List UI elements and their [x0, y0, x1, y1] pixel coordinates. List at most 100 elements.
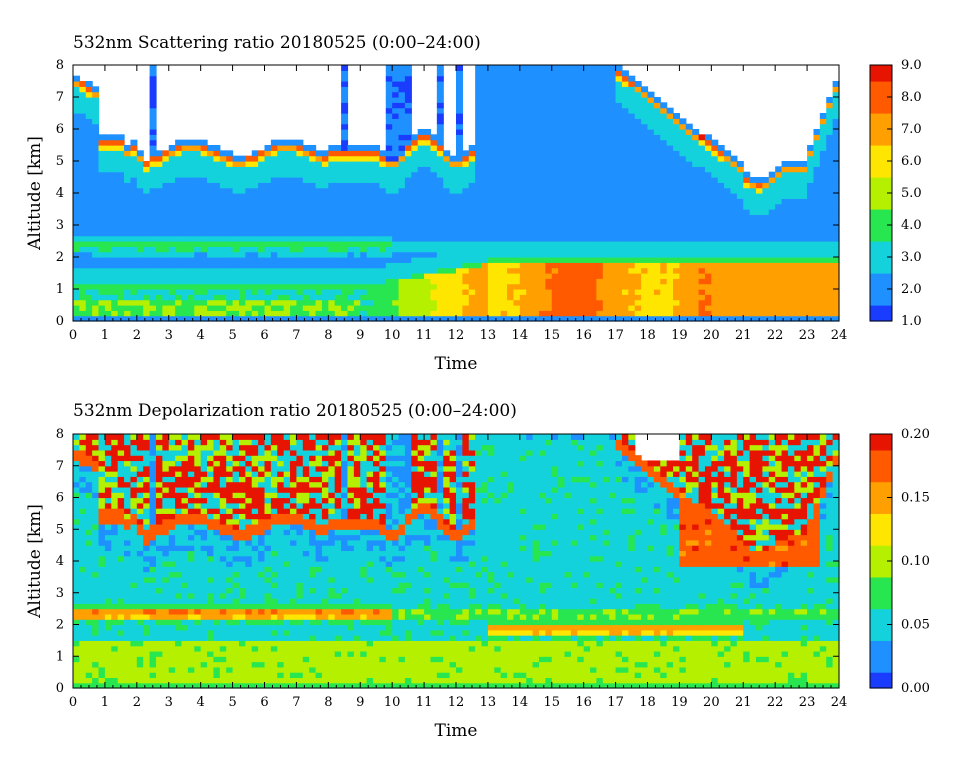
- heatmap-cell: [111, 198, 118, 204]
- heatmap-cell: [245, 188, 252, 194]
- heatmap-cell: [220, 294, 227, 300]
- heatmap-cell: [392, 182, 399, 188]
- heatmap-cell: [718, 188, 725, 194]
- heatmap-cell: [143, 230, 150, 236]
- heatmap-cell: [769, 236, 776, 242]
- heatmap-cell: [775, 310, 782, 316]
- heatmap-cell: [316, 220, 323, 226]
- heatmap-cell: [309, 225, 316, 231]
- heatmap-cell: [367, 225, 374, 231]
- heatmap-cell: [501, 108, 508, 114]
- heatmap-cell: [788, 294, 795, 300]
- heatmap-cell: [226, 198, 233, 204]
- heatmap-cell: [820, 262, 827, 268]
- heatmap-cell: [143, 305, 150, 311]
- heatmap-cell: [820, 294, 827, 300]
- heatmap-cell: [328, 166, 335, 172]
- heatmap-cell: [533, 97, 540, 103]
- heatmap-cell: [405, 102, 412, 108]
- heatmap-cell: [628, 150, 635, 156]
- heatmap-cell: [539, 241, 546, 247]
- heatmap-cell: [609, 262, 616, 268]
- heatmap-cell: [277, 305, 284, 311]
- heatmap-cell: [533, 177, 540, 183]
- heatmap-cell: [220, 214, 227, 220]
- heatmap-cell: [79, 241, 86, 247]
- heatmap-cell: [316, 209, 323, 215]
- heatmap-cells: [73, 434, 840, 689]
- heatmap-cell: [596, 70, 603, 76]
- heatmap-cell: [590, 76, 597, 82]
- heatmap-cell: [156, 220, 163, 226]
- heatmap-cell: [756, 236, 763, 242]
- heatmap-cell: [213, 225, 220, 231]
- heatmap-cell: [494, 225, 501, 231]
- heatmap-cell: [150, 118, 157, 124]
- heatmap-cell: [284, 225, 291, 231]
- heatmap-cell: [526, 118, 533, 124]
- heatmap-cell: [469, 214, 476, 220]
- heatmap-cell: [86, 587, 93, 593]
- heatmap-cell: [826, 124, 833, 130]
- heatmap-cell: [641, 300, 648, 306]
- heatmap-cell: [73, 145, 80, 151]
- heatmap-cell: [813, 209, 820, 215]
- heatmap-cell: [577, 262, 584, 268]
- heatmap-cell: [603, 86, 610, 92]
- heatmap-cell: [456, 177, 463, 183]
- heatmap-cell: [494, 289, 501, 295]
- heatmap-cell: [430, 209, 437, 215]
- heatmap-cell: [335, 182, 342, 188]
- heatmap-cell: [418, 273, 425, 279]
- heatmap-cell: [571, 129, 578, 135]
- heatmap-cell: [156, 214, 163, 220]
- heatmap-cell: [99, 289, 106, 295]
- heatmap-cell: [322, 252, 329, 258]
- heatmap-cell: [667, 108, 674, 114]
- heatmap-cell: [686, 305, 693, 311]
- heatmap-cell: [596, 76, 603, 82]
- heatmap-cell: [277, 198, 284, 204]
- heatmap-cell: [111, 294, 118, 300]
- heatmap-cell: [456, 172, 463, 178]
- heatmap-cell: [711, 209, 718, 215]
- heatmap-cell: [679, 262, 686, 268]
- heatmap-cell: [105, 198, 112, 204]
- heatmap-cell: [475, 220, 482, 226]
- heatmap-cell: [296, 225, 303, 231]
- heatmap-cell: [724, 252, 731, 258]
- heatmap-cell: [182, 182, 189, 188]
- heatmap-cell: [150, 92, 157, 98]
- heatmap-cell: [635, 124, 642, 130]
- heatmap-cell: [641, 177, 648, 183]
- heatmap-cell: [296, 236, 303, 242]
- heatmap-cell: [392, 300, 399, 306]
- heatmap-cell: [673, 198, 680, 204]
- colorbar-swatch: [870, 81, 892, 86]
- heatmap-cell: [743, 198, 750, 204]
- heatmap-cell: [290, 220, 297, 226]
- heatmap-cell: [335, 150, 342, 156]
- heatmap-cell: [73, 519, 80, 525]
- heatmap-cell: [105, 289, 112, 295]
- heatmap-cell: [252, 225, 259, 231]
- heatmap-cell: [220, 220, 227, 226]
- heatmap-cell: [150, 65, 157, 71]
- heatmap-cell: [233, 182, 240, 188]
- heatmap-cell: [475, 246, 482, 252]
- heatmap-cell: [182, 310, 189, 316]
- heatmap-cell: [418, 246, 425, 252]
- heatmap-cell: [590, 145, 597, 151]
- heatmap-cell: [137, 236, 144, 242]
- heatmap-cell: [737, 289, 744, 295]
- heatmap-cell: [258, 225, 265, 231]
- heatmap-cell: [616, 225, 623, 231]
- heatmap-cell: [648, 140, 655, 146]
- heatmap-cell: [79, 609, 86, 615]
- heatmap-cell: [143, 182, 150, 188]
- heatmap-cell: [507, 257, 514, 263]
- heatmap-cell: [316, 177, 323, 183]
- heatmap-cell: [488, 134, 495, 140]
- heatmap-cell: [571, 140, 578, 146]
- heatmap-cell: [724, 150, 731, 156]
